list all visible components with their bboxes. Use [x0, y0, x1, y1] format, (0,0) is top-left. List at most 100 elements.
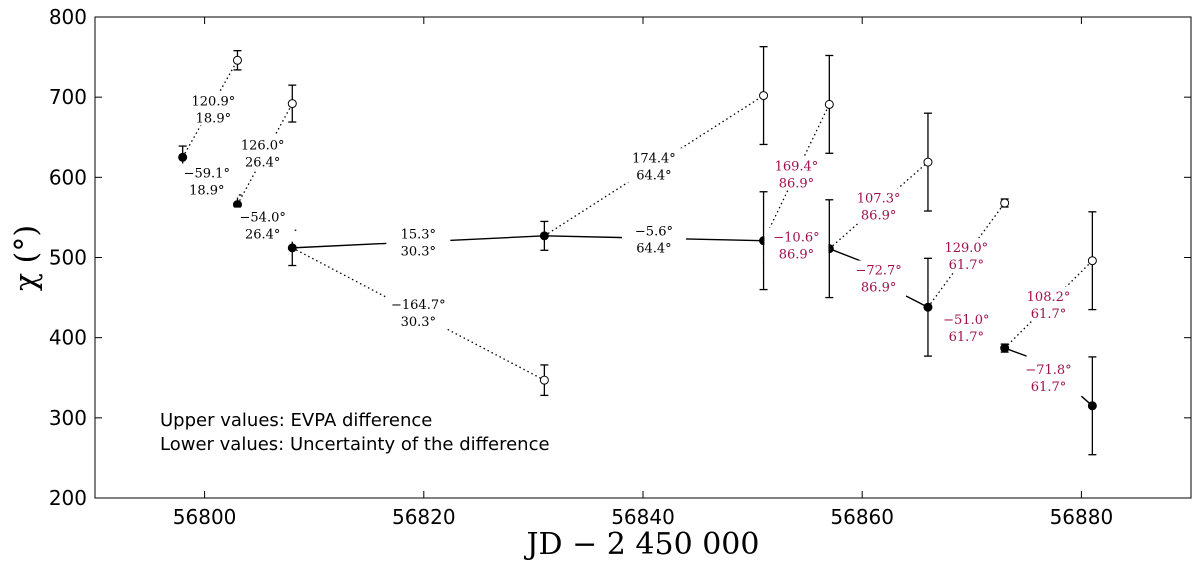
x-tick-label-4: 56880 [1050, 505, 1114, 529]
annotation-lower: 61.7° [949, 330, 984, 345]
annotations: 120.9° 18.9° −59.1° 18.9° 126.0° 26.4° −54.0° 2… [174, 91, 1081, 395]
dotted-link-5 [828, 161, 929, 250]
annotation-lower: 26.4° [245, 155, 280, 170]
filled-point-3 [539, 231, 549, 241]
open-point-7 [1087, 256, 1097, 266]
annotation-bg [230, 207, 295, 242]
x-tick-label-0: 56800 [173, 505, 237, 529]
annotation-bg [621, 148, 686, 183]
annotation-lower: 30.3° [401, 244, 436, 259]
annotation-lower: 64.4° [636, 241, 671, 256]
annotation-12: 129.0° 61.7° [934, 238, 999, 273]
filled-point-6 [923, 302, 933, 312]
annotation-10: 107.3° 86.9° [846, 188, 911, 223]
dotted-link-1 [236, 103, 293, 205]
annotation-bg [621, 221, 686, 256]
open-point-6 [1000, 198, 1010, 208]
annotation-2: 126.0° 26.4° [230, 135, 295, 170]
annotation-14: 108.2° 61.7° [1016, 286, 1081, 322]
annotation-lower: 61.7° [1031, 380, 1066, 395]
annotation-upper: −10.6° [773, 231, 819, 246]
data-points [178, 55, 1097, 411]
y-tick-label-2: 400 [49, 326, 87, 350]
annotation-lower: 86.9° [779, 176, 814, 191]
x-tick-label-3: 56860 [830, 505, 894, 529]
annotation-upper: 108.2° [1027, 290, 1071, 305]
filled-point-0 [178, 152, 188, 162]
annotation-lower: 86.9° [861, 281, 896, 296]
x-tick-label-1: 56820 [392, 505, 456, 529]
open-point-3 [759, 91, 769, 101]
open-point-4 [824, 99, 834, 109]
y-tick-label-6: 800 [49, 5, 87, 29]
annotation-upper: −71.8° [1025, 363, 1071, 378]
annotation-bg [934, 310, 999, 345]
annotation-upper: 107.3° [857, 191, 901, 206]
annotation-5: −164.7° 30.3° [386, 295, 451, 330]
y-tick-label-5: 700 [49, 85, 87, 109]
annotation-bg [764, 227, 829, 262]
annotation-bg [181, 91, 246, 126]
y-tick-label-1: 300 [49, 406, 87, 430]
x-tick-label-2: 56840 [611, 505, 675, 529]
dotted-links [182, 59, 1093, 381]
annotation-7: −5.6° 64.4° [621, 221, 686, 256]
annotation-lower: 86.9° [779, 248, 814, 263]
annotation-13: −51.0° 61.7° [934, 310, 999, 345]
solid-path [292, 235, 830, 250]
open-point-1 [287, 99, 297, 109]
filled-point-7 [1000, 343, 1010, 353]
x-axis-label: JD − 2 450 000 [524, 527, 760, 562]
filled-point-2 [287, 243, 297, 253]
annotation-upper: −5.6° [635, 224, 673, 239]
solid-stub-0 [829, 248, 863, 263]
annotation-lower: 61.7° [1031, 307, 1066, 322]
annotation-lower: 26.4° [245, 228, 280, 243]
note-upper: Upper values: EVPA difference [160, 410, 432, 431]
y-tick-label-3: 500 [49, 246, 87, 270]
annotation-bg [386, 224, 451, 259]
annotation-lower: 61.7° [949, 258, 984, 273]
annotation-upper: 129.0° [944, 241, 988, 256]
filled-point-1 [232, 200, 242, 210]
open-point-0 [232, 55, 242, 65]
annotation-15: −71.8° 61.7° [1016, 359, 1081, 395]
annotation-bg [934, 238, 999, 273]
annotation-bg [230, 135, 295, 170]
annotation-11: −72.7° 86.9° [846, 260, 911, 296]
annotation-lower: 18.9° [196, 111, 231, 126]
annotation-upper: 15.3° [401, 227, 436, 242]
y-axis-label: χ (°) [9, 225, 44, 291]
annotation-6: 174.4° 64.4° [621, 148, 686, 183]
annotation-bg [846, 260, 911, 295]
annotation-upper: −164.7° [391, 298, 446, 313]
filled-point-8 [1087, 401, 1097, 411]
open-point-2 [539, 375, 549, 385]
dotted-link-3 [544, 95, 764, 237]
annotation-upper: 169.4° [775, 159, 819, 174]
annotation-bg [174, 163, 239, 198]
annotation-bg [386, 295, 451, 330]
annotation-3: −54.0° 26.4° [230, 207, 295, 243]
annotation-lower: 18.9° [189, 184, 224, 199]
y-tick-label-4: 600 [49, 165, 87, 189]
annotation-8: 169.4° 86.9° [764, 156, 829, 191]
annotation-lower: 86.9° [861, 208, 896, 223]
annotation-lower: 30.3° [401, 315, 436, 330]
annotation-1: −59.1° 18.9° [174, 163, 239, 199]
annotation-0: 120.9° 18.9° [181, 91, 246, 126]
annotation-upper: −72.7° [855, 264, 901, 279]
annotation-upper: 126.0° [241, 138, 285, 153]
annotation-upper: 174.4° [632, 151, 676, 166]
annotation-bg [1016, 359, 1081, 394]
dotted-link-4 [762, 104, 830, 241]
open-point-5 [923, 157, 933, 167]
annotation-lower: 64.4° [636, 168, 671, 183]
annotation-bg [1016, 286, 1081, 321]
annotation-upper: 120.9° [192, 94, 236, 109]
annotation-bg [846, 188, 911, 223]
annotation-upper: −59.1° [184, 167, 230, 182]
annotation-upper: −54.0° [240, 211, 286, 226]
annotation-bg [764, 156, 829, 191]
